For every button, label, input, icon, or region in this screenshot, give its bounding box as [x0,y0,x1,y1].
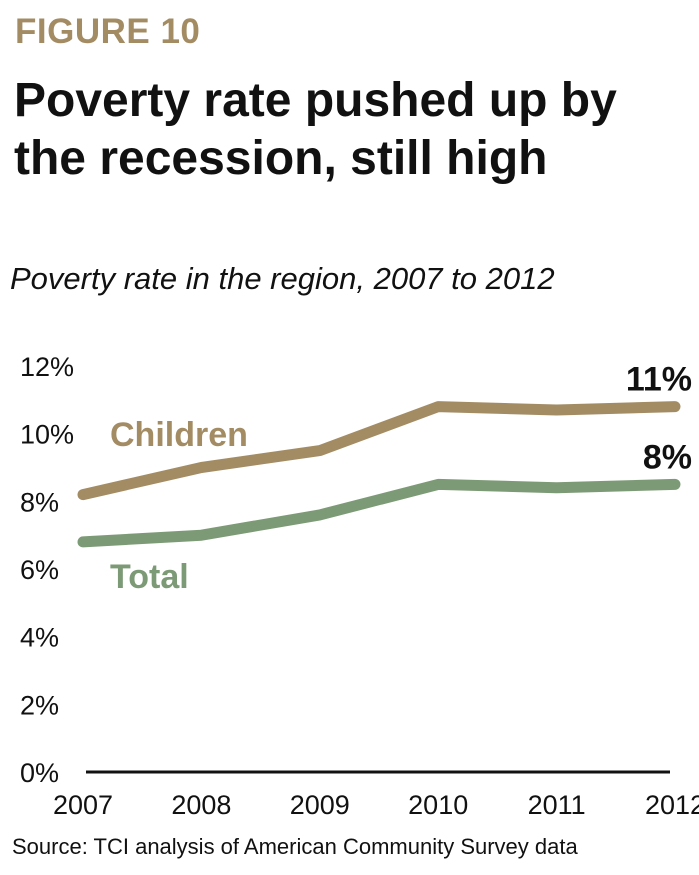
series-line-total [77,478,681,548]
series-name-label: Total [110,558,189,596]
series-name-label: Children [110,416,248,454]
y-tick-label: 12% [20,352,74,382]
y-tick-label: 8% [20,487,59,517]
y-tick-label: 10% [20,420,74,450]
y-tick-label: 4% [20,623,59,653]
chart-title: Poverty rate pushed up by the recession,… [14,74,617,185]
y-tick-label: 2% [20,690,59,720]
line-chart: 0% 2% 4% 6% 8% 10% 12% 2007 2008 2009 2010 2011 201… [20,352,699,820]
end-value-label: 11% [626,361,692,399]
y-tick-label: 0% [20,758,59,788]
end-value-label: 8% [643,438,692,476]
x-tick-labels: 2007 2008 2009 2010 2011 2012 [53,790,699,820]
figure-label: FIGURE 10 [15,12,201,51]
x-tick-label: 2011 [528,790,586,820]
chart-subtitle: Poverty rate in the region, 2007 to 2012 [10,261,555,296]
series-labels: Children 11% Total 8% [110,361,692,596]
y-tick-labels: 0% 2% 4% 6% 8% 10% 12% [20,352,74,788]
x-tick-label: 2009 [290,790,350,820]
x-tick-label: 2007 [53,790,113,820]
x-tick-label: 2010 [408,790,468,820]
x-tick-label: 2012 [645,790,699,820]
series-lines [77,401,681,548]
x-tick-label: 2008 [171,790,231,820]
y-tick-label: 6% [20,555,59,585]
series-line-children [77,401,681,501]
source-note: Source: TCI analysis of American Communi… [12,834,578,859]
